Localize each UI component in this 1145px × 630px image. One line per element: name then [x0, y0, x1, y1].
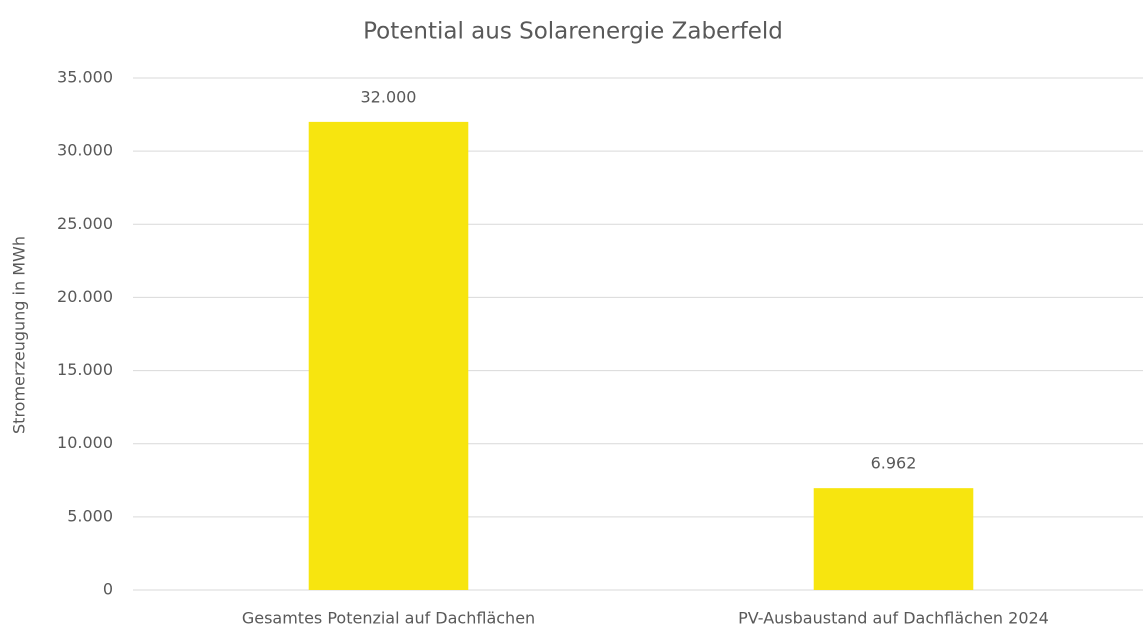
chart-title: Potential aus Solarenergie Zaberfeld	[363, 19, 783, 45]
x-tick-label: Gesamtes Potenzial auf Dachflächen	[242, 609, 535, 628]
x-tick-label: PV-Ausbaustand auf Dachflächen 2024	[738, 609, 1049, 628]
bar	[813, 488, 974, 590]
y-tick-label: 0	[103, 580, 113, 599]
y-tick-label: 10.000	[57, 433, 113, 452]
y-axis-label: Stromerzeugung in MWh	[10, 236, 29, 434]
data-label: 32.000	[361, 87, 417, 106]
y-tick-label: 35.000	[57, 68, 113, 87]
y-tick-label: 5.000	[67, 506, 113, 525]
y-tick-label: 15.000	[57, 360, 113, 379]
y-tick-label: 20.000	[57, 287, 113, 306]
bar	[308, 121, 469, 590]
y-tick-label: 25.000	[57, 214, 113, 233]
data-label: 6.962	[871, 454, 917, 473]
y-tick-label: 30.000	[57, 141, 113, 160]
